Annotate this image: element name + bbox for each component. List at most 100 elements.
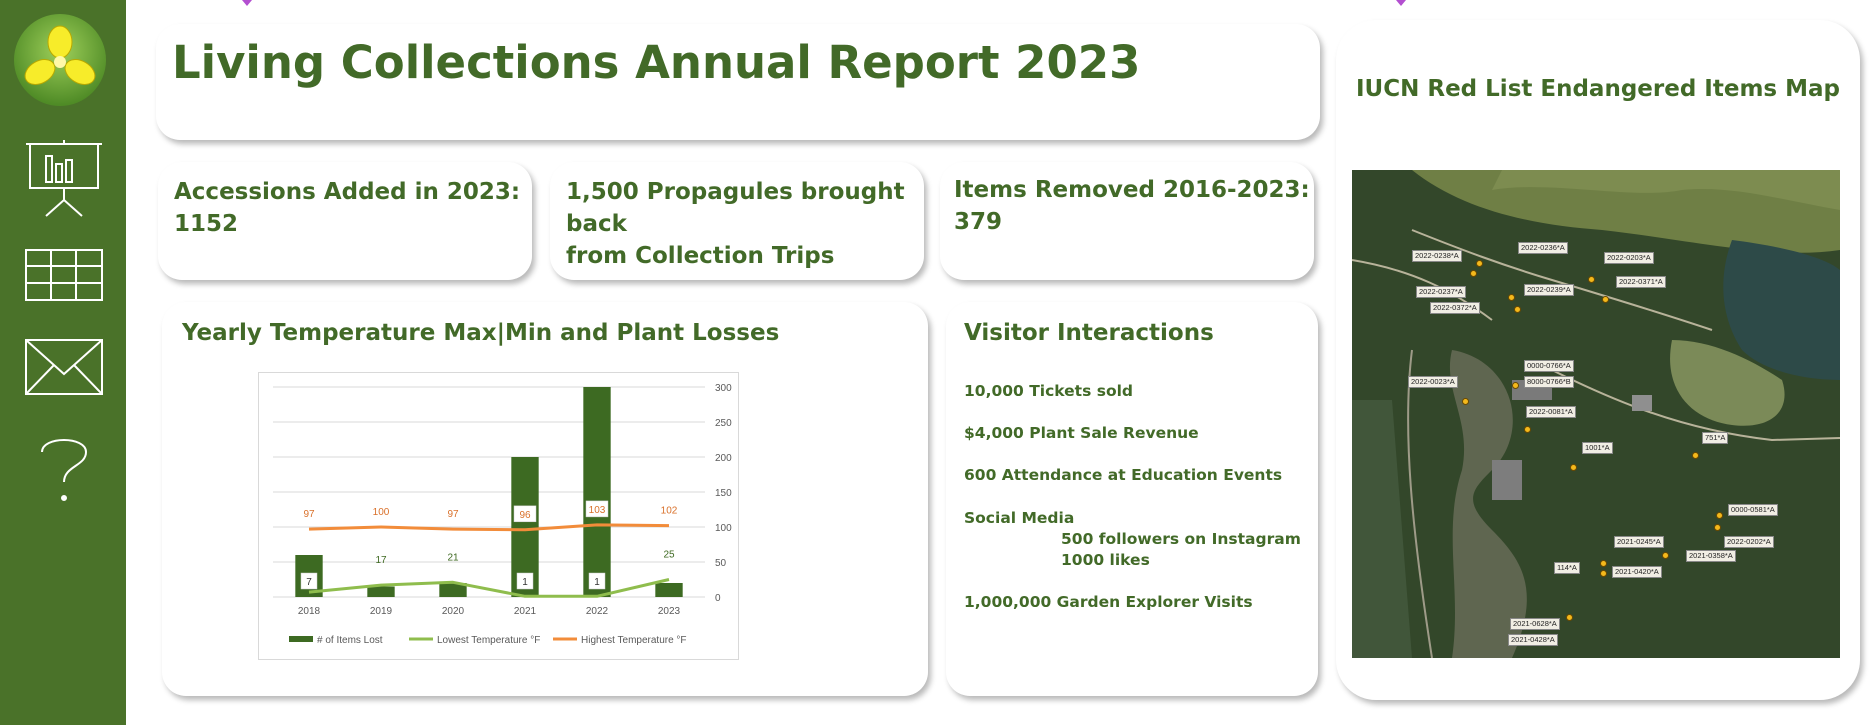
help-icon[interactable]	[24, 428, 104, 504]
sidebar	[0, 0, 126, 725]
visitor-item: 600 Attendance at Education Events	[964, 466, 1283, 484]
visitor-subitem: 500 followers on Instagram	[1061, 530, 1301, 548]
map-marker-label: 2021-0245*A	[1614, 536, 1664, 548]
low-temp-data-label: 7	[306, 577, 312, 588]
map-marker[interactable]	[1600, 560, 1607, 567]
high-temp-line	[308, 523, 670, 532]
data-label-box	[585, 500, 609, 518]
map-marker-label: 2022-0371*A	[1616, 276, 1666, 288]
y-tick-label: 150	[715, 488, 732, 499]
bar	[439, 583, 467, 597]
legend-swatch	[289, 636, 313, 642]
kpi-label: Accessions Added in 2023:	[174, 179, 521, 205]
map-marker-label: 2021-0628*A	[1510, 618, 1560, 630]
map-marker-label: 2022-0023*A	[1408, 376, 1458, 388]
map-title: IUCN Red List Endangered Items Map	[1356, 76, 1840, 102]
x-tick-label: 2020	[442, 606, 465, 617]
aerial-map[interactable]: 2022-0238*A 2022-0236*A 2022-0203*A 2022…	[1352, 170, 1840, 658]
visitor-item: $4,000 Plant Sale Revenue	[964, 424, 1199, 442]
map-marker[interactable]	[1602, 296, 1609, 303]
chart-svg: 300 250 200 150 100 50 0 2018 2019 2020 2021 2022 20…	[273, 383, 732, 646]
map-marker[interactable]	[1662, 552, 1669, 559]
mail-icon[interactable]	[24, 338, 104, 414]
x-tick-label: 2021	[514, 606, 537, 617]
visitor-section-title: Visitor Interactions	[964, 320, 1214, 346]
map-marker[interactable]	[1514, 306, 1521, 313]
high-temp-data-label: 102	[661, 506, 678, 517]
high-temp-data-label: 103	[589, 505, 606, 516]
data-label-box	[588, 572, 606, 590]
map-marker[interactable]	[1524, 426, 1531, 433]
visitor-item: 1,000,000 Garden Explorer Visits	[964, 593, 1253, 611]
low-temp-data-label: 17	[375, 555, 387, 566]
map-terrain	[1352, 170, 1840, 658]
low-temp-line	[308, 578, 670, 598]
visitor-item: 10,000 Tickets sold	[964, 382, 1134, 400]
map-marker-label: 2022-0081*A	[1526, 406, 1576, 418]
map-marker-label: 2022-0372*A	[1430, 302, 1480, 314]
page-title: Living Collections Annual Report 2023	[172, 36, 1141, 89]
y-tick-label: 100	[715, 523, 732, 534]
high-temp-data-label: 97	[447, 509, 459, 520]
map-marker-label: 8000-0766*B	[1524, 376, 1574, 388]
visitor-subitem: 1000 likes	[1061, 551, 1150, 569]
map-marker[interactable]	[1692, 452, 1699, 459]
map-marker[interactable]	[1512, 382, 1519, 389]
kpi-value: 1152	[174, 211, 239, 237]
map-marker-label: 2021-0358*A	[1686, 550, 1736, 562]
map-marker-label: 1001*A	[1582, 442, 1613, 454]
map-marker[interactable]	[1588, 276, 1595, 283]
map-marker-label: 2021-0428*A	[1508, 634, 1558, 646]
map-marker[interactable]	[1600, 570, 1607, 577]
map-marker-label: 2022-0237*A	[1416, 286, 1466, 298]
kpi-card-accessions: Accessions Added in 2023: 1152	[158, 162, 532, 280]
decorative-marker	[1396, 0, 1406, 6]
map-marker-label: 2022-0238*A	[1412, 250, 1462, 262]
map-marker[interactable]	[1476, 260, 1483, 267]
map-marker[interactable]	[1508, 294, 1515, 301]
y-tick-label: 50	[715, 558, 727, 569]
map-marker-label: 2022-0236*A	[1518, 242, 1568, 254]
map-marker[interactable]	[1462, 398, 1469, 405]
data-label-box	[513, 505, 537, 523]
map-marker-label: 0000-0581*A	[1728, 504, 1778, 516]
map-marker-label: 751*A	[1702, 432, 1729, 444]
title-card	[156, 24, 1320, 140]
logo	[14, 14, 106, 106]
kpi-label: 1,500 Propagules brought back	[566, 179, 905, 237]
map-marker-label: 2022-0202*A	[1724, 536, 1774, 548]
visitor-card: Visitor Interactions	[946, 302, 1318, 696]
kpi-label: from Collection Trips	[566, 243, 835, 269]
y-tick-label: 0	[715, 593, 721, 604]
kpi-card-removed: Items Removed 2016-2023: 379	[940, 162, 1314, 280]
bar	[367, 586, 395, 597]
y-tick-label: 300	[715, 383, 732, 394]
visitor-item: Social Media	[964, 509, 1075, 527]
data-label-box	[300, 572, 318, 590]
high-temp-data-label: 100	[373, 507, 390, 518]
bar	[583, 387, 611, 597]
map-marker[interactable]	[1716, 512, 1723, 519]
high-temp-data-label: 97	[303, 509, 315, 520]
x-tick-label: 2023	[658, 606, 681, 617]
presentation-icon[interactable]	[24, 140, 104, 217]
kpi-value: 379	[954, 209, 1003, 235]
legend-label: # of Items Lost	[317, 635, 383, 646]
kpi-label: Items Removed 2016-2023:	[954, 177, 1310, 203]
map-marker[interactable]	[1714, 524, 1721, 531]
low-temp-data-label: 21	[447, 552, 459, 563]
kpi-card-propagules: 1,500 Propagules brought back from Colle…	[550, 162, 924, 280]
y-tick-label: 250	[715, 418, 732, 429]
chart-section-title: Yearly Temperature Max|Min and Plant Los…	[182, 320, 780, 346]
low-temp-data-label: 1	[522, 577, 528, 588]
bar	[655, 583, 683, 597]
map-marker[interactable]	[1566, 614, 1573, 621]
map-marker[interactable]	[1470, 270, 1477, 277]
decorative-marker	[242, 0, 252, 6]
low-temp-data-label: 1	[594, 577, 600, 588]
map-marker[interactable]	[1570, 464, 1577, 471]
map-marker-label: 2022-0239*A	[1524, 284, 1574, 296]
low-temp-data-label: 25	[663, 550, 675, 561]
high-temp-data-label: 96	[519, 510, 531, 521]
table-icon[interactable]	[24, 248, 104, 324]
